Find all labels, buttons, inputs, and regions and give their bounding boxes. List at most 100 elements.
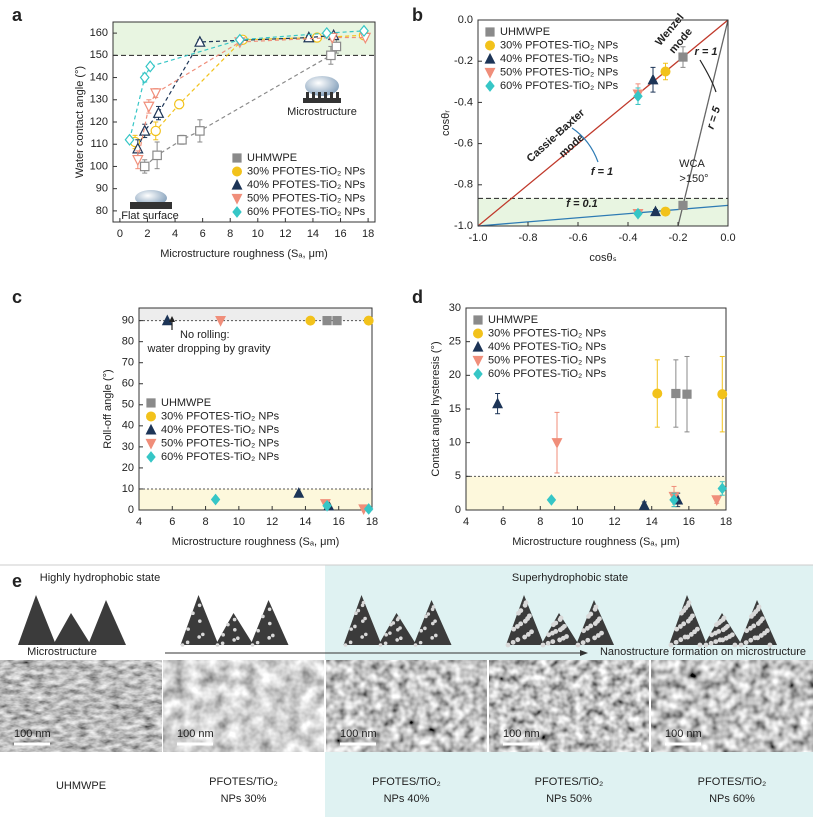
nanoparticle [261, 614, 265, 619]
panel-label: d [412, 287, 423, 307]
data-point [671, 388, 681, 399]
nanoparticle [395, 638, 399, 642]
shaded-region [466, 476, 726, 510]
legend-label: UHMWPE [488, 314, 538, 326]
data-point [669, 494, 679, 506]
x-tick-label: 2 [144, 228, 150, 240]
y-tick-label: 15 [449, 403, 461, 415]
nanoparticle [729, 632, 735, 638]
y-axis-title: Water contact angle (°) [74, 66, 86, 178]
legend-marker [231, 166, 242, 177]
legend-label: 30% PFOTES-TiO₂ NPs [488, 327, 607, 339]
data-point [633, 207, 643, 220]
data-point [660, 66, 671, 77]
data-point [152, 150, 162, 161]
x-tick-label: 6 [169, 516, 175, 528]
annotation: r = 1 [695, 46, 718, 58]
scale-bar-label: 100 nm [14, 728, 51, 740]
surface-icon [130, 202, 172, 209]
label-background [325, 752, 813, 817]
nanoparticle [751, 623, 757, 629]
nanoparticle [599, 630, 604, 636]
nanoparticle [738, 642, 744, 648]
x-tick-label: 10 [571, 516, 583, 528]
nanoparticle [505, 642, 511, 648]
pillar-icon [312, 92, 315, 99]
sample-label: NPs 60% [709, 793, 755, 805]
panel-label: e [12, 571, 22, 591]
y-axis-title: Roll-off angle (°) [102, 369, 114, 448]
annotation: f = 1 [591, 166, 613, 178]
data-point [358, 24, 369, 38]
nanoparticle [391, 621, 396, 625]
model-line [677, 19, 729, 227]
nanoparticle [399, 636, 403, 641]
nanoparticle [678, 637, 684, 643]
nanoparticle [197, 603, 202, 608]
sample-label: UHMWPE [56, 780, 106, 792]
legend-label: 60% PFOTES-TiO₂ NPs [500, 80, 619, 92]
fit-line [134, 34, 364, 143]
x-tick-label: 4 [463, 516, 469, 528]
x-tick-label: 12 [266, 516, 278, 528]
nanoparticle [197, 635, 201, 639]
x-tick-label: 10 [252, 228, 264, 240]
data-point [638, 499, 650, 510]
nanoparticle [674, 626, 680, 632]
data-point [633, 90, 643, 103]
nanoparticle [354, 611, 358, 616]
x-tick-label: -1.0 [469, 232, 488, 244]
y-tick-label: 140 [90, 71, 108, 83]
x-axis-title: cosθₛ [589, 252, 616, 264]
y-tick-label: 160 [90, 27, 108, 39]
nanoparticle [597, 616, 602, 622]
nanoparticle [232, 638, 236, 642]
legend-marker [145, 438, 157, 450]
x-tick-label: 8 [537, 516, 543, 528]
nanoparticle [564, 634, 569, 639]
nanoparticle [527, 613, 532, 619]
nanoparticle [557, 637, 563, 643]
data-point [145, 60, 156, 73]
nanoparticle [747, 625, 753, 631]
x-tick-label: 18 [366, 516, 378, 528]
data-point [132, 154, 144, 167]
legend-label: 60% PFOTES-TiO₂ NPs [247, 206, 366, 218]
data-point [551, 438, 563, 449]
plot-frame [477, 19, 729, 227]
nanoparticle [356, 608, 361, 613]
data-point [363, 503, 374, 515]
legend-label: 40% PFOTES-TiO₂ NPs [247, 179, 366, 191]
y-tick-label: 0 [455, 504, 461, 516]
legend-marker [145, 423, 157, 435]
nanoparticle [360, 635, 364, 639]
x-tick-label: 6 [500, 516, 506, 528]
legend-label: UHMWPE [247, 152, 297, 164]
legend-label: 50% PFOTES-TiO₂ NPs [161, 437, 280, 449]
annotation: No rolling: [180, 329, 230, 341]
nanoparticle [364, 632, 368, 637]
legend-label: 60% PFOTES-TiO₂ NPs [161, 451, 280, 463]
y-tick-label: -0.4 [454, 96, 473, 108]
x-tick-label: 16 [334, 228, 346, 240]
x-tick-label: -0.6 [569, 232, 588, 244]
nanoparticle [588, 611, 594, 617]
y-tick-label: 80 [122, 336, 134, 348]
surface-icon [303, 98, 341, 103]
y-tick-label: 80 [96, 205, 108, 217]
y-tick-label: -0.6 [454, 138, 473, 150]
data-point [311, 32, 323, 43]
nanoparticle [753, 609, 759, 615]
nanoparticle [384, 633, 388, 637]
data-point [152, 106, 165, 118]
triangle [88, 600, 126, 645]
microstructure-label: Microstructure [27, 646, 97, 658]
data-point [293, 487, 305, 498]
y-axis-title: cosθᵣ [440, 110, 452, 136]
nanoparticle [518, 621, 524, 627]
nanoparticle [232, 617, 237, 622]
y-tick-label: 25 [449, 336, 461, 348]
nanoparticle [717, 637, 723, 643]
data-point [652, 388, 663, 399]
data-point [173, 99, 185, 110]
